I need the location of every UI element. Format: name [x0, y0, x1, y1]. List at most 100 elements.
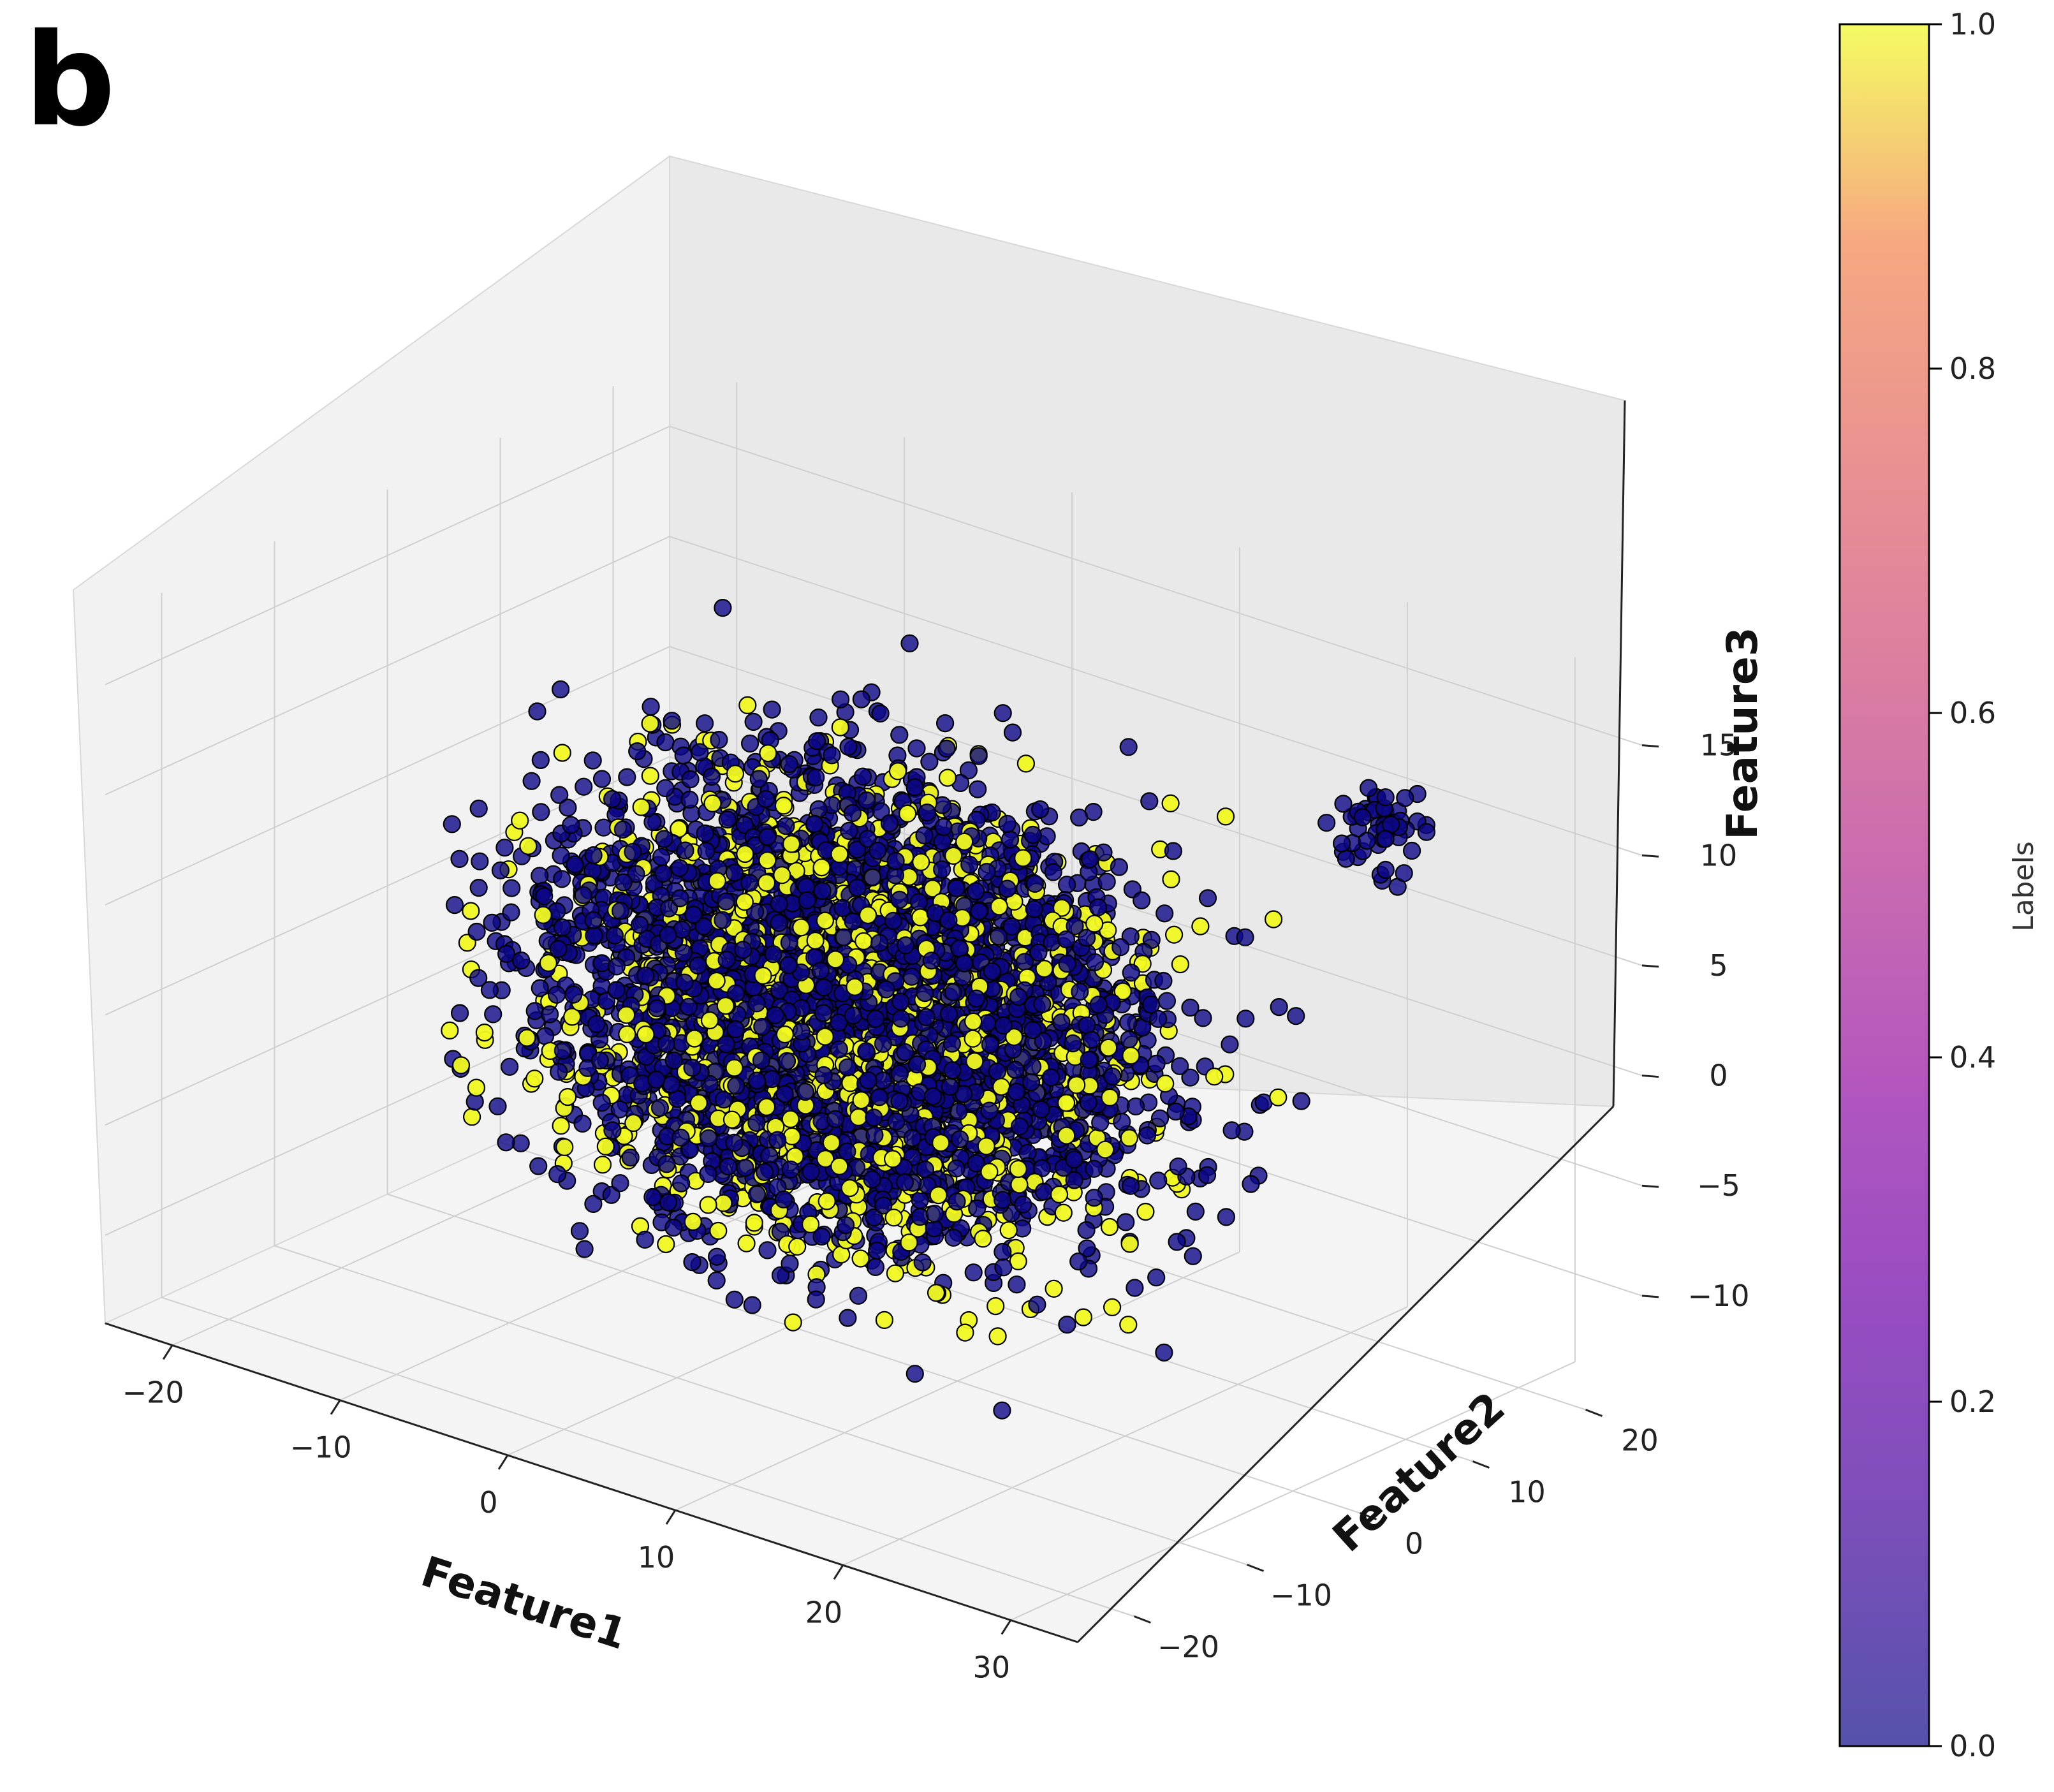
scatter-point — [869, 842, 886, 859]
scatter-point — [1359, 833, 1375, 849]
scatter-point — [887, 1265, 904, 1282]
scatter-point — [1015, 1196, 1031, 1213]
scatter-point — [1083, 1032, 1100, 1048]
scatter-point — [864, 869, 881, 886]
scatter-point — [657, 734, 674, 751]
scatter-point — [971, 748, 987, 765]
scatter-point — [1150, 1172, 1166, 1189]
scatter-point — [858, 792, 875, 809]
scatter-point — [532, 804, 549, 820]
scatter-point — [809, 733, 825, 749]
scatter-point — [1126, 1280, 1143, 1296]
scatter-point — [471, 800, 487, 817]
scatter-point — [1059, 876, 1075, 893]
scatter-point — [1033, 1101, 1050, 1118]
scatter-point — [919, 804, 935, 821]
scatter-point — [741, 874, 758, 891]
scatter-point — [945, 1230, 962, 1246]
scatter-point — [799, 892, 816, 909]
scatter-point — [945, 984, 962, 1001]
scatter-point — [853, 1251, 869, 1267]
scatter-point — [710, 1223, 726, 1239]
scatter-point — [916, 827, 933, 844]
scatter-point — [902, 635, 918, 652]
scatter-point — [1053, 1014, 1070, 1031]
scatter-point — [737, 893, 753, 910]
scatter-point — [1086, 916, 1103, 932]
scatter-point — [855, 933, 872, 950]
scatter-point — [1085, 1161, 1102, 1177]
scatter-point — [987, 1298, 1004, 1314]
scatter-point — [1068, 1076, 1085, 1093]
scatter-point — [1010, 1253, 1027, 1270]
scatter-point — [1335, 795, 1352, 812]
y-tick-label: 0 — [1405, 1527, 1423, 1561]
scatter-point — [745, 714, 762, 730]
scatter-point — [899, 805, 916, 822]
scatter-point — [981, 1164, 997, 1180]
scatter-point — [1090, 996, 1107, 1013]
scatter-point — [844, 805, 861, 821]
scatter-point — [1271, 999, 1287, 1015]
scatter-point — [1169, 1233, 1185, 1250]
scatter-point — [939, 770, 956, 786]
scatter-point — [777, 818, 794, 834]
y-tick-label: −20 — [1157, 1630, 1219, 1664]
scatter-point — [657, 780, 673, 797]
scatter-point — [765, 946, 782, 962]
scatter-point — [709, 873, 726, 890]
scatter-point — [814, 859, 830, 876]
scatter-point — [995, 705, 1011, 721]
scatter-point — [1165, 843, 1182, 860]
scatter-point — [806, 816, 823, 832]
scatter-point — [759, 745, 776, 761]
scatter-point — [653, 849, 670, 865]
z-tick — [1642, 1076, 1659, 1077]
scatter-point — [1113, 1113, 1130, 1130]
scatter-point — [814, 883, 831, 899]
scatter-point — [1148, 1055, 1165, 1072]
scatter-point — [1007, 1062, 1023, 1078]
scatter-point — [1004, 724, 1021, 741]
scatter-point — [1418, 824, 1435, 841]
scatter-point — [1170, 1158, 1187, 1175]
scatter-point — [1092, 1114, 1108, 1131]
y-tick — [1473, 1462, 1490, 1468]
scatter-point — [999, 816, 1016, 832]
scatter-point — [594, 771, 610, 788]
scatter-point — [839, 1059, 856, 1076]
scatter-point — [904, 969, 920, 985]
scatter-point — [921, 754, 937, 770]
x-tick-label: 0 — [479, 1485, 497, 1520]
scatter-point — [553, 1117, 569, 1134]
z-tick — [1642, 745, 1659, 747]
scatter-point — [1120, 1316, 1136, 1333]
scatter-point — [1155, 1344, 1172, 1361]
scatter-point — [1071, 983, 1088, 1000]
scatter-point — [890, 763, 906, 779]
scatter-point — [1237, 1010, 1254, 1027]
scatter-point — [719, 811, 736, 828]
scatter-point — [965, 1013, 981, 1030]
scatter-point — [1075, 1309, 1092, 1326]
scatter-point — [1099, 874, 1115, 890]
scatter-point — [526, 1070, 543, 1087]
x-tick-label: 30 — [973, 1650, 1011, 1685]
scatter-point — [948, 1160, 965, 1177]
scatter-point — [1011, 1118, 1028, 1135]
scatter-point — [552, 681, 569, 698]
scatter-point — [935, 819, 952, 835]
scatter-point — [682, 771, 699, 788]
scatter-point — [1123, 964, 1140, 981]
scatter-point — [945, 848, 962, 864]
scatter-point — [990, 1328, 1006, 1344]
scatter-point — [566, 856, 583, 873]
scatter-point — [1166, 927, 1182, 943]
scatter-point — [840, 823, 857, 839]
z-tick-label: 5 — [1709, 948, 1728, 983]
scatter-point — [1120, 738, 1137, 755]
scatter-point — [1159, 993, 1175, 1010]
scatter-point — [708, 1272, 725, 1289]
scatter-point — [696, 715, 713, 731]
scatter-point — [995, 1259, 1011, 1275]
